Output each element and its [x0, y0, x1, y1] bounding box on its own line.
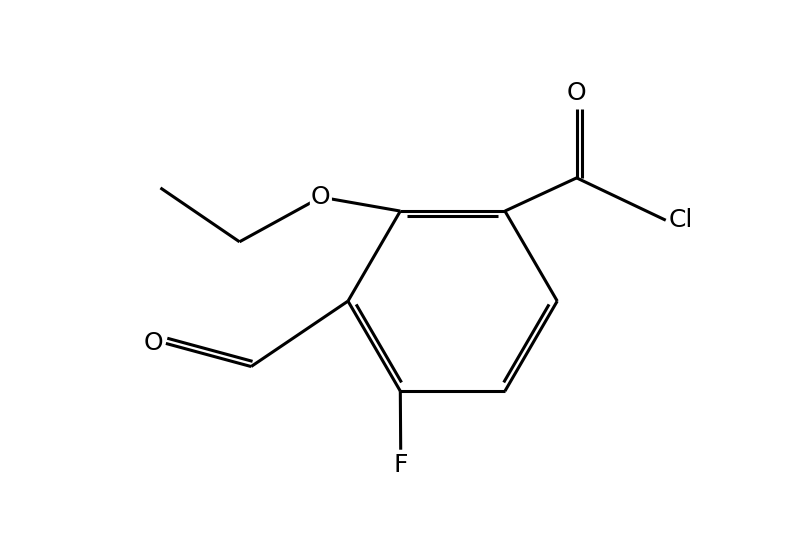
Text: Cl: Cl — [669, 208, 694, 232]
Text: F: F — [394, 453, 408, 477]
Text: O: O — [567, 81, 586, 105]
Text: O: O — [311, 185, 330, 209]
Text: O: O — [143, 331, 162, 355]
